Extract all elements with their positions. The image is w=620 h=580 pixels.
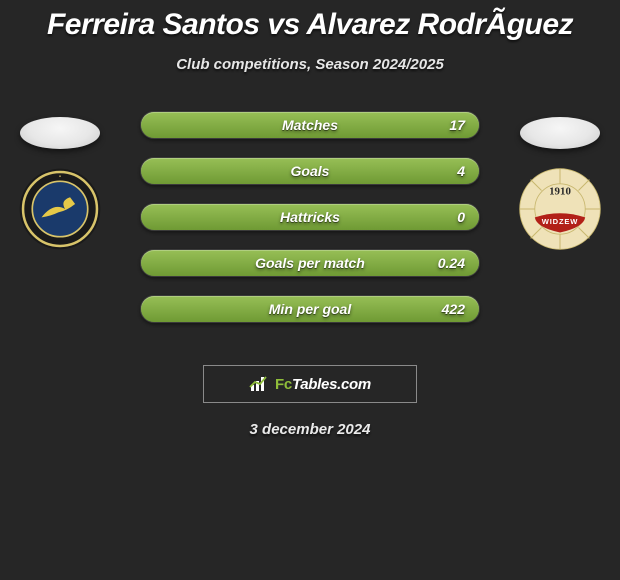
page-subtitle: Club competitions, Season 2024/2025 [0, 56, 620, 73]
brand-text: FcTables.com [275, 376, 371, 393]
player-silhouette-right [520, 117, 600, 149]
crest-year: 1910 [549, 186, 571, 198]
brand-prefix: Fc [275, 376, 292, 393]
club-crest-left: • [18, 167, 102, 251]
brand-box[interactable]: FcTables.com [203, 365, 417, 403]
svg-text:•: • [59, 174, 61, 180]
date-text: 3 december 2024 [0, 421, 620, 438]
stat-value: 4 [457, 163, 465, 179]
comparison-stage: • 1910 WIDZEW [0, 111, 620, 341]
stat-label: Hattricks [280, 209, 340, 225]
stat-value: 422 [442, 301, 465, 317]
page-title: Ferreira Santos vs Alvarez RodrÃ­guez [0, 0, 620, 42]
stat-label: Min per goal [269, 301, 351, 317]
player-silhouette-left [20, 117, 100, 149]
stat-bar: Goals 4 [140, 157, 480, 185]
stat-value: 0.24 [438, 255, 465, 271]
stat-bar: Matches 17 [140, 111, 480, 139]
stat-bar: Hattricks 0 [140, 203, 480, 231]
stat-bar: Goals per match 0.24 [140, 249, 480, 277]
stat-bar: Min per goal 422 [140, 295, 480, 323]
stat-label: Matches [282, 117, 338, 133]
stat-label: Goals [291, 163, 330, 179]
stat-value: 0 [457, 209, 465, 225]
brand-suffix: Tables.com [292, 376, 371, 393]
crest-right-icon: 1910 WIDZEW [518, 167, 602, 251]
stat-label: Goals per match [255, 255, 365, 271]
crest-left-icon: • [18, 167, 102, 251]
chart-icon [249, 375, 269, 393]
stat-bars: Matches 17 Goals 4 Hattricks 0 Goals per match… [140, 111, 480, 341]
club-crest-right: 1910 WIDZEW [518, 167, 602, 251]
svg-text:WIDZEW: WIDZEW [542, 217, 579, 226]
stat-value: 17 [449, 117, 465, 133]
